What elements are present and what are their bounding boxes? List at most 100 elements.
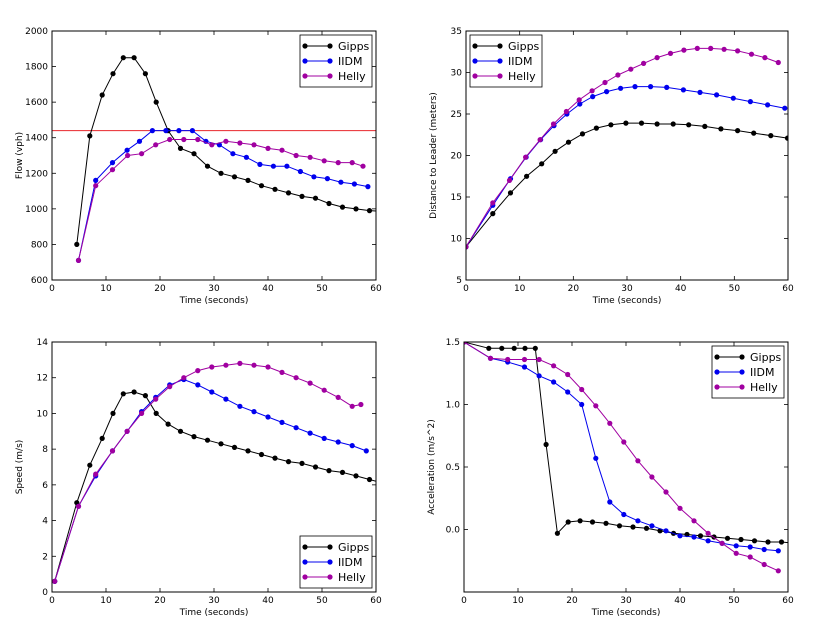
data-point-gipps xyxy=(218,170,224,176)
data-point-gipps xyxy=(366,476,373,483)
data-point-iidm xyxy=(270,163,276,169)
data-point-gipps xyxy=(272,455,278,461)
legend-marker-helly xyxy=(739,384,745,390)
data-point-gipps xyxy=(299,193,305,199)
data-point-helly xyxy=(775,568,781,574)
data-point-gipps xyxy=(131,389,137,395)
data-point-helly xyxy=(747,554,753,560)
data-point-gipps xyxy=(686,122,692,128)
data-point-iidm xyxy=(243,154,249,160)
data-point-helly xyxy=(762,55,768,61)
data-point-gipps xyxy=(258,183,265,189)
data-point-helly xyxy=(721,46,727,52)
data-point-helly xyxy=(466,244,469,250)
data-point-helly xyxy=(775,59,781,66)
legend-label-gipps: Gipps xyxy=(338,541,370,554)
data-point-helly xyxy=(649,474,655,480)
data-point-helly xyxy=(223,138,229,144)
data-point-helly xyxy=(124,428,130,434)
data-point-gipps xyxy=(565,519,571,525)
data-point-gipps xyxy=(204,163,211,169)
data-point-iidm xyxy=(176,128,182,134)
data-point-helly xyxy=(195,136,201,143)
data-point-gipps xyxy=(577,518,583,524)
data-point-helly xyxy=(705,530,711,536)
data-point-gipps xyxy=(670,121,676,127)
data-point-iidm xyxy=(691,534,697,540)
x-tick-label: 30 xyxy=(620,596,632,606)
data-point-iidm xyxy=(765,102,771,108)
data-point-helly xyxy=(358,401,364,408)
chart-2: 0 10 20 30 40 50 60 5 10 15 20 25 30 35 Time (seconds)… xyxy=(429,27,794,306)
data-point-iidm xyxy=(632,84,638,90)
y-tick-label: 14 xyxy=(37,338,49,348)
x-tick-label: 40 xyxy=(262,596,274,606)
data-point-gipps xyxy=(654,121,660,127)
data-point-helly xyxy=(681,47,687,53)
data-point-helly xyxy=(93,183,99,189)
chart-1: 0 10 20 30 40 50 60 600 800 1000 1200 1400 1600 1800 2… xyxy=(15,27,382,306)
data-point-helly xyxy=(667,50,674,57)
data-point-helly xyxy=(735,48,741,54)
plot-frame xyxy=(463,341,789,593)
data-point-gipps xyxy=(623,120,629,126)
data-point-gipps xyxy=(285,459,292,465)
data-point-gipps xyxy=(142,71,148,77)
data-point-gipps xyxy=(99,92,105,98)
data-point-helly xyxy=(719,540,725,546)
x-tick-label: 60 xyxy=(370,284,382,294)
data-point-iidm xyxy=(607,499,613,505)
data-point-iidm xyxy=(663,528,669,534)
x-tick-label: 40 xyxy=(674,596,686,606)
data-point-helly xyxy=(490,200,496,206)
y-tick-label: 0.0 xyxy=(446,526,461,536)
legend-marker-gipps xyxy=(327,43,333,49)
y-tick-label: 800 xyxy=(31,240,48,250)
data-point-gipps xyxy=(638,120,645,126)
data-point-iidm xyxy=(189,128,195,134)
data-point-iidm xyxy=(363,448,369,454)
legend: Gipps IIDM Helly xyxy=(299,34,373,88)
data-point-gipps xyxy=(177,428,184,434)
data-point-gipps xyxy=(603,520,609,526)
x-tick-label: 20 xyxy=(568,284,580,294)
data-point-gipps xyxy=(539,161,545,167)
legend-marker-helly xyxy=(327,574,333,580)
y-tick-label: 1400 xyxy=(25,134,48,144)
data-point-iidm xyxy=(565,389,571,395)
data-point-gipps xyxy=(312,195,319,201)
data-point-gipps xyxy=(697,533,704,539)
x-tick-label: 0 xyxy=(49,284,55,294)
data-point-iidm xyxy=(257,161,263,167)
data-point-iidm xyxy=(163,128,169,134)
y-tick-label: 0.5 xyxy=(446,463,460,473)
plot-frame xyxy=(51,30,377,281)
data-point-iidm xyxy=(209,389,215,395)
y-tick-label: 1000 xyxy=(25,205,48,215)
data-point-iidm xyxy=(604,89,610,95)
plot-area xyxy=(466,45,788,250)
data-point-iidm xyxy=(733,543,739,549)
data-point-helly xyxy=(223,362,229,368)
data-point-iidm xyxy=(536,373,542,379)
data-point-gipps xyxy=(177,145,184,151)
x-axis-label: Time (seconds) xyxy=(179,608,249,618)
data-point-helly xyxy=(694,45,700,52)
data-point-iidm xyxy=(338,179,344,185)
data-point-gipps xyxy=(738,536,744,543)
data-point-iidm xyxy=(284,163,290,169)
data-point-iidm xyxy=(237,403,243,409)
data-point-iidm xyxy=(621,511,627,518)
data-point-iidm xyxy=(730,95,736,101)
data-point-helly xyxy=(139,410,145,416)
x-tick-label: 40 xyxy=(675,284,687,294)
data-point-gipps xyxy=(165,421,171,427)
data-point-iidm xyxy=(648,84,654,90)
data-point-gipps xyxy=(353,473,359,479)
data-point-iidm xyxy=(775,548,781,554)
data-point-helly xyxy=(506,177,513,183)
y-tick-label: 20 xyxy=(451,152,463,162)
legend-marker-iidm xyxy=(739,369,745,375)
data-point-gipps xyxy=(522,345,528,351)
legend-marker-helly xyxy=(497,73,503,79)
